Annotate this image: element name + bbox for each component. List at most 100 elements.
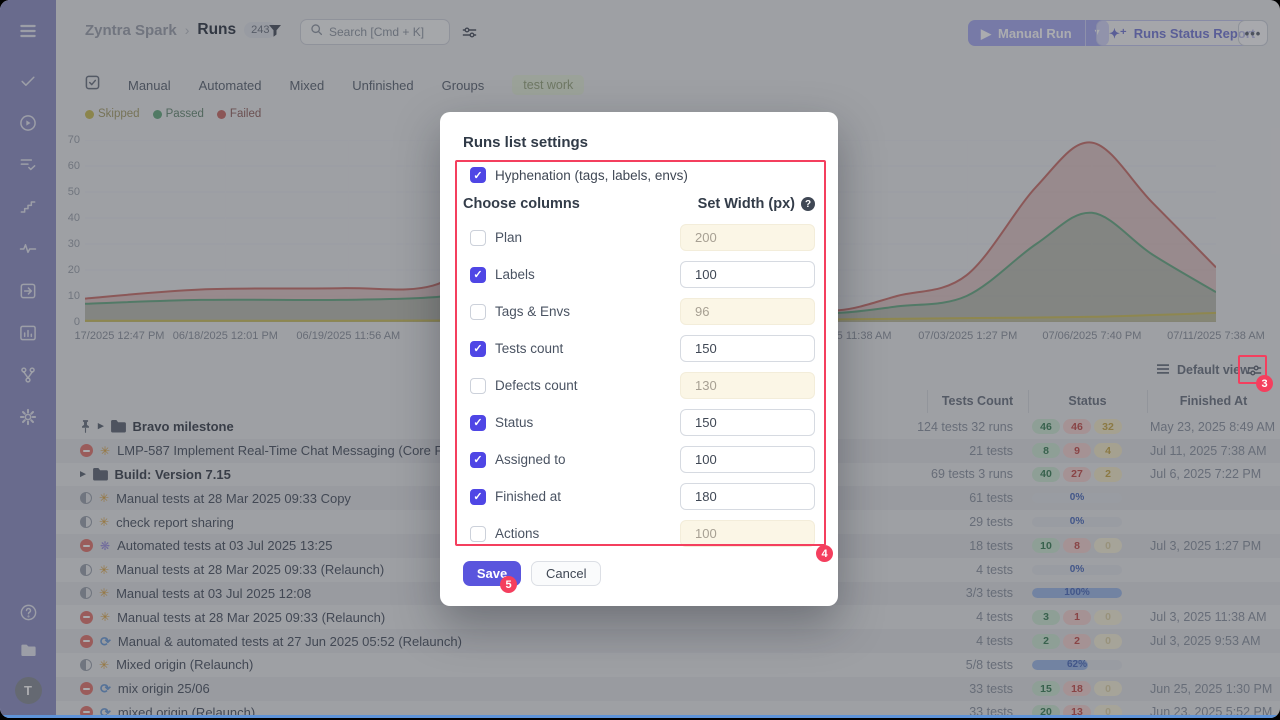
tests-count-cell: 124 tests 32 runs <box>917 419 1013 434</box>
search-input[interactable] <box>329 25 439 39</box>
run-name-label: Build: Version 7.15 <box>114 466 231 482</box>
tab-manual[interactable]: Manual <box>128 77 171 93</box>
tab-automated[interactable]: Automated <box>198 77 262 93</box>
column-label: Assigned to <box>495 452 566 467</box>
table-row[interactable]: ✳ Mixed origin (Relaunch) 5/8 tests 62% <box>56 653 1280 677</box>
run-name[interactable]: ✳ Manual tests at 28 Mar 2025 09:33 (Rela… <box>80 605 385 629</box>
column-checkbox-plan[interactable] <box>470 229 486 246</box>
table-settings-button[interactable] <box>1242 359 1266 382</box>
run-name[interactable]: ❋ Automated tests at 03 Jul 2025 13:25 <box>80 534 332 558</box>
play-circle-icon[interactable] <box>17 112 39 134</box>
table-row[interactable]: ⟳ Manual & automated tests at 27 Jun 2025… <box>56 629 1280 653</box>
pulse-icon[interactable] <box>17 238 39 260</box>
table-row[interactable]: ✳ Manual tests at 28 Mar 2025 09:33 (Rela… <box>56 605 1280 629</box>
gear-icon[interactable] <box>17 406 39 428</box>
column-width-input-actions <box>680 520 815 547</box>
relaunch-icon: ⟳ <box>100 633 111 649</box>
avatar[interactable]: T <box>14 677 42 704</box>
table-row[interactable]: ▸ Bravo milestone 124 tests 32 runs 46 46 32 M… <box>56 415 1280 439</box>
column-checkbox-defects-count[interactable] <box>470 377 486 394</box>
column-width-input-assigned-to[interactable] <box>680 446 815 473</box>
cancel-button[interactable]: Cancel <box>531 561 602 586</box>
column-checkbox-tests-count[interactable]: ✓ <box>470 340 486 357</box>
breadcrumb-project[interactable]: Zyntra Spark <box>85 21 177 39</box>
expand-chevron-icon[interactable]: ▸ <box>80 467 86 480</box>
column-width-input-finished-at[interactable] <box>680 483 815 510</box>
bar-chart-icon[interactable] <box>17 322 39 344</box>
more-actions-button[interactable]: ••• <box>1238 20 1268 46</box>
column-checkbox-finished-at[interactable]: ✓ <box>470 488 486 505</box>
column-setting-row: ✓ Finished at <box>463 483 815 510</box>
run-name[interactable]: ⟳ Manual & automated tests at 27 Jun 2025… <box>80 629 462 653</box>
run-name[interactable]: ✳ Mixed origin (Relaunch) <box>80 653 253 677</box>
run-name[interactable]: ✳ Manual tests at 28 Mar 2025 09:33 (Rela… <box>80 558 384 582</box>
table-row[interactable]: ⟳ mixed origin (Relaunch) 33 tests 20 13 0 Jun… <box>56 701 1280 718</box>
help-tooltip-icon[interactable]: ? <box>801 197 815 211</box>
column-width-input-labels[interactable] <box>680 261 815 288</box>
annotation-rect-table-settings <box>1238 355 1267 384</box>
projects-folder-icon[interactable] <box>17 639 39 661</box>
tab-unfinished[interactable]: Unfinished <box>352 77 414 93</box>
manual-run-icon: ✳ <box>99 657 110 672</box>
branch-icon[interactable] <box>17 364 39 386</box>
manual-run-button[interactable]: ▶ Manual Run ▾ <box>968 20 1109 46</box>
run-name[interactable]: ⟳ mix origin 25/06 <box>80 677 210 701</box>
legend-passed[interactable]: Passed <box>152 108 204 120</box>
column-label: Labels <box>495 267 535 282</box>
tab-groups[interactable]: Groups <box>441 77 485 93</box>
hyphenation-checkbox[interactable]: ✓ <box>470 167 486 183</box>
table-row[interactable]: ✳ check report sharing 29 tests 0% <box>56 510 1280 534</box>
manual-run-icon: ✳ <box>99 491 110 506</box>
run-name-label: Manual & automated tests at 27 Jun 2025 … <box>117 633 462 649</box>
legend-skipped[interactable]: Skipped <box>85 108 140 120</box>
search-settings-icon[interactable] <box>461 25 478 45</box>
run-name[interactable]: ✳ LMP-587 Implement Real-Time Chat Messag… <box>80 439 492 463</box>
run-name-label: Automated tests at 03 Jul 2025 13:25 <box>117 538 333 554</box>
y-axis-tick: 30 <box>67 238 80 250</box>
run-name-label: Manual tests at 28 Mar 2025 09:33 (Relau… <box>117 609 386 625</box>
play-icon: ▶ <box>981 25 991 41</box>
save-button[interactable]: Save <box>463 561 521 586</box>
column-width-input-status[interactable] <box>680 409 815 436</box>
column-header-finished-at: Finished At <box>1179 394 1248 408</box>
default-view-button[interactable]: Default view <box>1150 358 1256 382</box>
list-view-icon <box>1156 363 1170 378</box>
search-box[interactable] <box>300 19 450 45</box>
column-checkbox-labels[interactable]: ✓ <box>470 266 486 283</box>
filter-tabs: Manual Automated Mixed Unfinished Groups tes… <box>85 75 585 95</box>
legend-failed[interactable]: Failed <box>216 108 261 120</box>
expand-chevron-icon[interactable]: ▸ <box>98 420 104 433</box>
blocked-status-icon <box>80 444 93 458</box>
run-name[interactable]: ▸ Build: Version 7.15 <box>80 463 231 487</box>
box-arrow-icon[interactable] <box>17 280 39 302</box>
column-checkbox-tags-envs[interactable] <box>470 303 486 320</box>
skipped-count-badge: 2 <box>1094 466 1122 482</box>
list-check-icon[interactable] <box>17 154 39 176</box>
run-name[interactable]: ✳ check report sharing <box>80 510 234 534</box>
column-width-input-defects-count <box>680 372 815 399</box>
in-progress-status-icon <box>80 516 92 529</box>
failed-count-badge: 1 <box>1063 609 1091 625</box>
table-row[interactable]: ⟳ mix origin 25/06 33 tests 15 18 0 Jun 25, 20… <box>56 676 1280 701</box>
column-width-input-tests-count[interactable] <box>680 335 815 362</box>
select-runs-icon[interactable] <box>85 75 100 95</box>
run-name[interactable]: ▸ Bravo milestone <box>80 415 234 439</box>
table-row[interactable]: ▸ Build: Version 7.15 69 tests 3 runs 40 27 2… <box>56 463 1280 487</box>
check-icon[interactable] <box>17 70 39 92</box>
table-row[interactable]: ✳ Manual tests at 28 Mar 2025 09:33 (Rela… <box>56 558 1280 582</box>
column-checkbox-assigned-to[interactable]: ✓ <box>470 451 486 468</box>
run-name[interactable]: ⟳ mixed origin (Relaunch) <box>80 701 255 718</box>
filter-icon[interactable] <box>267 23 283 44</box>
legend-dot <box>85 109 94 119</box>
column-checkbox-actions[interactable] <box>470 525 486 542</box>
run-name-label: Manual tests at 03 Jul 2025 12:08 <box>116 585 312 601</box>
run-name-label: mix origin 25/06 <box>117 681 210 697</box>
menu-icon[interactable] <box>17 20 39 42</box>
run-name[interactable]: ✳ Manual tests at 03 Jul 2025 12:08 <box>80 582 311 606</box>
column-checkbox-status[interactable]: ✓ <box>470 414 486 431</box>
run-name[interactable]: ✳ Manual tests at 28 Mar 2025 09:33 Copy <box>80 486 351 510</box>
tag-filter-test-work[interactable]: test work <box>512 75 585 95</box>
steps-icon[interactable] <box>17 196 39 218</box>
tab-mixed[interactable]: Mixed <box>289 77 325 93</box>
help-icon[interactable] <box>17 601 39 623</box>
